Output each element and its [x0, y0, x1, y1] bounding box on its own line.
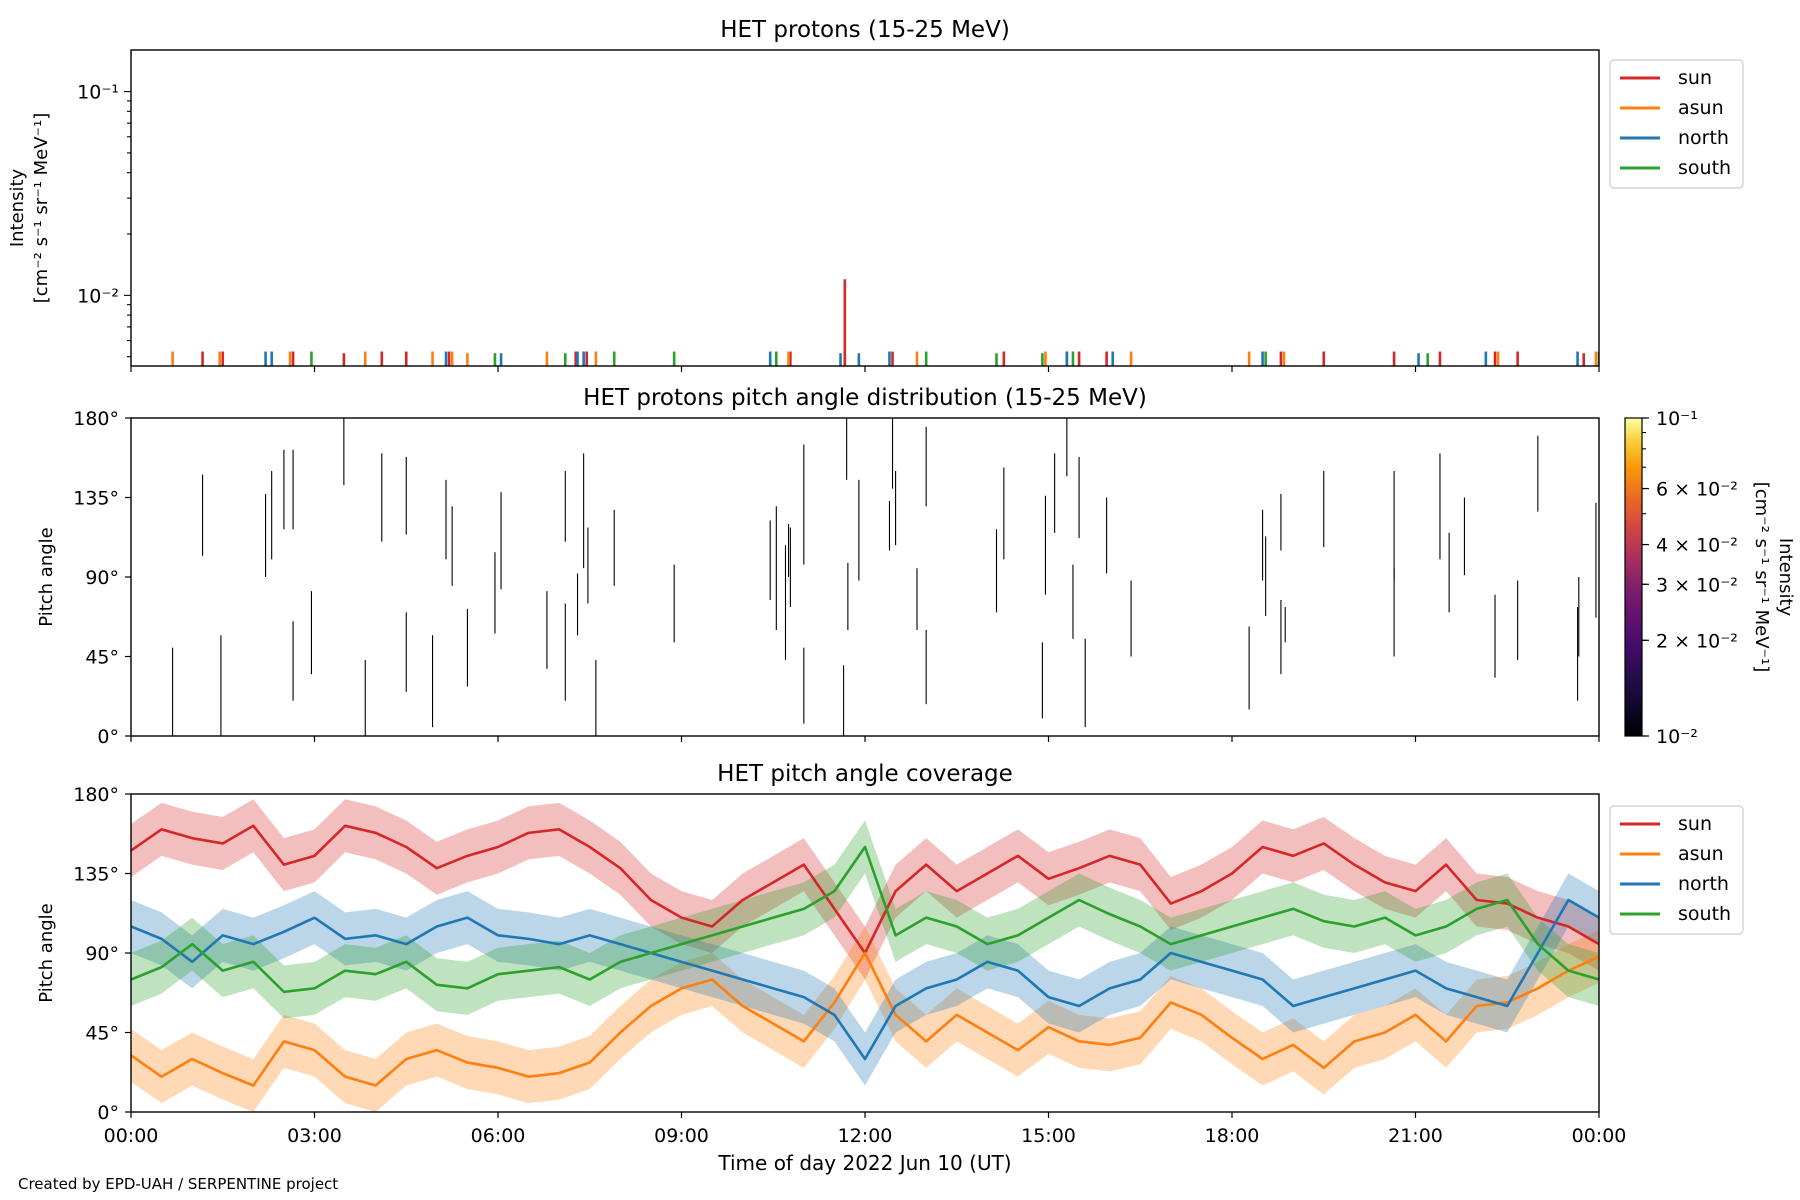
- coverage-line-south: [131, 845, 1599, 994]
- legend3-label-south: south: [1678, 903, 1731, 925]
- panel1-title: HET protons (15-25 MeV): [720, 17, 1010, 43]
- x-tick-label: 09:00: [654, 1125, 709, 1147]
- colorbar: 10⁻² 2 × 10⁻² 3 × 10⁻² 4 × 10⁻² 6 × 10⁻² 10⁻¹…: [1624, 408, 1796, 748]
- x-axis-label: Time of day 2022 Jun 10 (UT): [717, 1151, 1011, 1175]
- colorbar-tick-label: 2 × 10⁻²: [1656, 630, 1738, 652]
- panel1-ylabel-line2: [cm⁻² s⁻¹ sr⁻¹ MeV⁻¹]: [31, 113, 52, 304]
- panel2-title: HET protons pitch angle distribution (15…: [583, 385, 1147, 411]
- panel1-legend-box: [1609, 59, 1744, 189]
- y-tick-label: 135°: [73, 864, 119, 886]
- colorbar-gradient: [1624, 417, 1643, 737]
- panel1-legend: sun asun north south: [1609, 59, 1744, 189]
- x-tick-label: 12:00: [838, 1125, 893, 1147]
- coverage-band-south: [131, 820, 1599, 1019]
- colorbar-label-line1: Intensity: [1775, 538, 1796, 617]
- coverage-line-asun: [131, 951, 1599, 1087]
- panel3-series: [131, 799, 1599, 1112]
- coverage-band-north: [131, 873, 1599, 1086]
- legend1-label-asun: asun: [1678, 97, 1724, 119]
- x-tick-label: 03:00: [287, 1125, 342, 1147]
- coverage-band-asun: [131, 926, 1599, 1112]
- panel2-segments: [172, 418, 1597, 736]
- y-tick-label: 135°: [73, 488, 119, 510]
- panel2-y-ticks: 0° 45° 90° 135° 180°: [73, 408, 131, 748]
- panel3-title: HET pitch angle coverage: [717, 761, 1013, 787]
- panel2-frame: [130, 417, 1600, 737]
- colorbar-tick-label: 10⁻¹: [1656, 408, 1698, 430]
- footer-credit: Created by EPD-UAH / SERPENTINE project: [18, 1175, 339, 1193]
- panel1-y-ticks: 10⁻² 10⁻¹: [77, 82, 131, 358]
- panel3-y-ticks: 0° 45° 90° 135° 180°: [73, 784, 131, 1124]
- panel1-frame: [130, 49, 1600, 367]
- legend1-label-sun: sun: [1678, 67, 1712, 89]
- panel3-ylabel: Pitch angle: [36, 903, 57, 1002]
- legend3-label-sun: sun: [1678, 813, 1712, 835]
- panel1-x-ticks: [130, 366, 1600, 372]
- y-tick-label: 180°: [73, 408, 119, 430]
- panel3-legend-box: [1609, 805, 1744, 935]
- coverage-line-north: [131, 898, 1599, 1061]
- panel-pitch-angle-coverage: HET pitch angle coverage 0° 45° 90° 135° 180…: [36, 761, 1744, 1175]
- panel-intensity: HET protons (15-25 MeV) 10⁻² 10⁻¹ Intensi…: [7, 17, 1744, 372]
- y-tick-label: 10⁻¹: [77, 82, 119, 104]
- x-tick-label: 00:00: [1572, 1125, 1627, 1147]
- colorbar-tick-label: 3 × 10⁻²: [1656, 574, 1738, 596]
- y-tick-label: 45°: [85, 647, 119, 669]
- y-tick-label: 180°: [73, 784, 119, 806]
- colorbar-tick-label: 10⁻²: [1656, 726, 1698, 748]
- x-tick-label: 00:00: [104, 1125, 159, 1147]
- panel1-ylabel-line1: Intensity: [7, 168, 28, 247]
- y-tick-label: 0°: [97, 1102, 119, 1124]
- y-tick-label: 45°: [85, 1023, 119, 1045]
- x-tick-label: 18:00: [1205, 1125, 1260, 1147]
- legend3-label-asun: asun: [1678, 843, 1724, 865]
- legend3-label-north: north: [1678, 873, 1729, 895]
- panel3-x-ticks: 00:00 03:00 06:00 09:00 12:00 15:00 18:00 21:00…: [104, 1112, 1627, 1147]
- colorbar-tick-label: 6 × 10⁻²: [1656, 479, 1738, 501]
- legend1-label-north: north: [1678, 127, 1729, 149]
- panel-pitch-angle-distribution: HET protons pitch angle distribution (15…: [36, 385, 1796, 748]
- x-tick-label: 21:00: [1388, 1125, 1443, 1147]
- x-tick-label: 06:00: [471, 1125, 526, 1147]
- y-tick-label: 90°: [85, 943, 119, 965]
- coverage-band-sun: [131, 799, 1599, 980]
- y-tick-label: 0°: [97, 726, 119, 748]
- panel3-legend: sun asun north south: [1609, 805, 1744, 935]
- x-tick-label: 15:00: [1021, 1125, 1076, 1147]
- y-tick-label: 10⁻²: [77, 285, 119, 307]
- legend1-label-south: south: [1678, 157, 1731, 179]
- y-tick-label: 90°: [85, 567, 119, 589]
- panel2-ylabel: Pitch angle: [36, 527, 57, 626]
- panel1-series: [171, 279, 1599, 366]
- panel2-x-ticks: [130, 736, 1600, 742]
- colorbar-ticks: 10⁻² 2 × 10⁻² 3 × 10⁻² 4 × 10⁻² 6 × 10⁻² 10⁻¹: [1642, 408, 1738, 748]
- colorbar-label-line2: [cm⁻² s⁻¹ sr⁻¹ MeV⁻¹]: [1751, 482, 1772, 673]
- colorbar-tick-label: 4 × 10⁻²: [1656, 535, 1738, 557]
